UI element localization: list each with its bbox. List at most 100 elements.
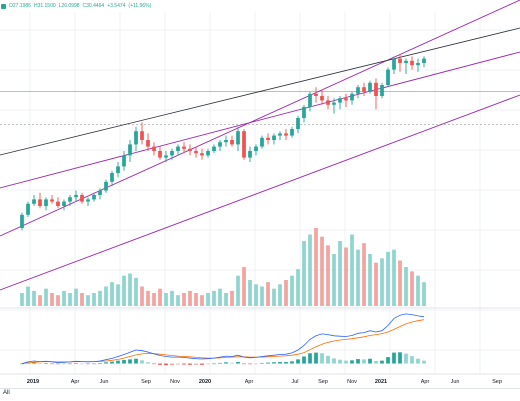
range-all-button[interactable]: All [3,390,10,396]
macd-histogram-bar [68,363,72,365]
macd-histogram-bar [338,359,342,364]
macd-histogram-bar [224,362,228,364]
candle-body [380,85,384,96]
volume-bar [116,284,120,306]
macd-histogram-bar [290,361,294,364]
macd-histogram-bar [20,363,24,365]
time-axis-label: Apr [71,379,80,385]
volume-bar [26,286,30,306]
candle-body [158,151,162,158]
macd-histogram-bar [92,363,96,365]
candle-body [296,118,300,129]
volume-bar [38,295,42,306]
candle-body [188,148,192,151]
candle-body [206,151,210,156]
candle-body [230,140,234,145]
channel-mid-line [0,51,520,189]
time-axis-label: Sep [141,379,151,385]
channel-lower-line [0,94,520,291]
macd-histogram-bar [110,361,114,364]
volume-bar [380,258,384,306]
volume-bar [218,288,222,306]
macd-histogram-bar [44,363,48,364]
volume-bar [254,284,258,306]
volume-bar [302,241,306,306]
volume-bar [368,254,372,306]
volume-bar [62,290,66,306]
candle-body [50,199,54,202]
macd-histogram-bar [236,361,240,364]
candle-body [200,153,204,156]
volume-bar [56,295,60,306]
candle-body [368,82,372,92]
macd-histogram-bar [74,363,78,364]
candle-body [98,190,102,195]
macd-histogram-bar [272,362,276,364]
volume-bar [404,267,408,306]
candle-body [386,69,390,85]
volume-bar [140,286,144,306]
candle-body [128,144,132,156]
volume-bar [200,295,204,306]
candle-body [194,151,198,154]
candle-body [152,146,156,151]
macd-histogram-bar [398,352,402,364]
macd-histogram-bar [368,358,372,364]
candle-body [218,142,222,147]
candle-body [68,197,72,202]
volume-bar [248,280,252,306]
macd-histogram-bar [32,362,36,364]
series-color-icon [1,3,6,9]
volume-bar [74,288,78,306]
macd-histogram-bar [176,363,180,365]
candle-body [140,131,144,140]
macd-histogram-bar [374,360,378,364]
time-axis-label: Jun [451,379,460,385]
candle-body [284,133,288,136]
candle-body [356,87,360,94]
volume-bar [326,245,330,306]
volume-bar [32,290,36,306]
volume-bar [206,293,210,306]
macd-histogram-bar [212,363,216,365]
time-axis-label: Apr [421,379,430,385]
candle-body [182,146,186,149]
candle-body [62,201,66,206]
macd-histogram-bar [80,363,84,365]
volume-bar [410,271,414,306]
macd-histogram-bar [218,362,222,364]
volume-bar [314,228,318,306]
macd-histogram-bar [170,363,174,366]
candle-body [92,195,96,200]
candle-body [374,82,378,96]
time-axis-label: Jun [100,379,109,385]
macd-histogram-bar [266,362,270,364]
time-axis-label: 2019 [27,379,39,385]
candle-body [20,214,24,228]
volume-bar [398,260,402,306]
volume-bar [230,290,234,306]
volume-bar [20,293,24,306]
candle-body [320,96,324,101]
volume-bar [86,295,90,306]
candle-body [278,133,282,136]
macd-histogram-bar [182,363,186,365]
volume-bar [332,254,336,306]
volume-bar [44,288,48,306]
candle-body [254,146,258,151]
volume-bar [104,286,108,306]
volume-bar [266,282,270,306]
macd-histogram-bar [158,363,162,365]
time-axis-label: 2021 [375,379,387,385]
volume-bar [374,262,378,306]
macd-histogram-bar [308,353,312,364]
macd-histogram-bar [50,363,54,365]
macd-histogram-bar [98,363,102,364]
macd-histogram-bar [134,358,138,364]
volume-bar [416,275,420,306]
volume-bar [158,288,162,306]
macd-histogram-bar [152,363,156,365]
candle-body [110,173,114,182]
